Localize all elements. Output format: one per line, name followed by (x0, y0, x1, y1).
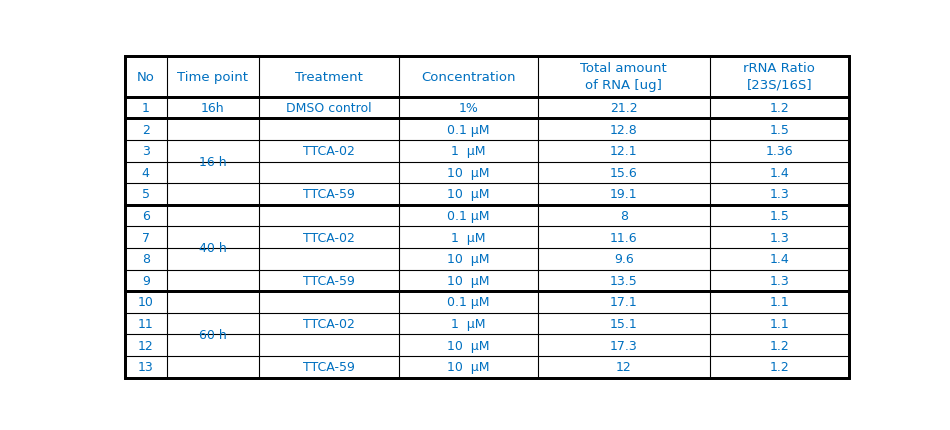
Text: 1.3: 1.3 (770, 231, 789, 244)
Text: 1.5: 1.5 (770, 209, 789, 223)
Text: 11.6: 11.6 (610, 231, 637, 244)
Text: 19.1: 19.1 (610, 188, 637, 201)
Text: 13.5: 13.5 (610, 274, 637, 287)
Text: Concentration: Concentration (421, 71, 516, 83)
Text: 1.3: 1.3 (770, 274, 789, 287)
Text: 12: 12 (138, 339, 154, 352)
Text: 21.2: 21.2 (610, 102, 637, 115)
Text: 12.1: 12.1 (610, 145, 637, 158)
Text: 0.1 μM: 0.1 μM (447, 123, 489, 136)
Text: 17.3: 17.3 (610, 339, 637, 352)
Text: 1.2: 1.2 (770, 102, 789, 115)
Text: 12.8: 12.8 (610, 123, 637, 136)
Text: 1  μM: 1 μM (451, 317, 485, 330)
Text: 16h: 16h (201, 102, 225, 115)
Text: TTCA-02: TTCA-02 (303, 145, 354, 158)
Text: 1.3: 1.3 (770, 188, 789, 201)
Text: 1.1: 1.1 (770, 317, 789, 330)
Text: 15.1: 15.1 (610, 317, 637, 330)
Text: 10  μM: 10 μM (447, 166, 489, 179)
Text: 15.6: 15.6 (610, 166, 637, 179)
Text: 1  μM: 1 μM (451, 231, 485, 244)
Text: TTCA-59: TTCA-59 (303, 188, 354, 201)
Text: 9: 9 (142, 274, 150, 287)
Text: 1: 1 (142, 102, 150, 115)
Text: 2: 2 (142, 123, 150, 136)
Text: 13: 13 (138, 360, 154, 373)
Text: 3: 3 (142, 145, 150, 158)
Text: TTCA-02: TTCA-02 (303, 317, 354, 330)
Text: Time point: Time point (178, 71, 249, 83)
Text: TTCA-02: TTCA-02 (303, 231, 354, 244)
Text: 1.1: 1.1 (770, 296, 789, 309)
Text: 1  μM: 1 μM (451, 145, 485, 158)
Text: 7: 7 (142, 231, 150, 244)
Text: 60 h: 60 h (200, 328, 227, 341)
Text: 12: 12 (616, 360, 632, 373)
Text: 11: 11 (138, 317, 154, 330)
Text: 0.1 μM: 0.1 μM (447, 296, 489, 309)
Text: 10  μM: 10 μM (447, 360, 489, 373)
Text: DMSO control: DMSO control (286, 102, 371, 115)
Text: TTCA-59: TTCA-59 (303, 360, 354, 373)
Text: 0.1 μM: 0.1 μM (447, 209, 489, 223)
Text: 1.2: 1.2 (770, 339, 789, 352)
Text: 1.4: 1.4 (770, 253, 789, 266)
Text: 16 h: 16 h (200, 156, 227, 169)
Text: 10  μM: 10 μM (447, 188, 489, 201)
Text: 8: 8 (142, 253, 150, 266)
Text: 1.2: 1.2 (770, 360, 789, 373)
Text: 10  μM: 10 μM (447, 339, 489, 352)
Text: rRNA Ratio
[23S/16S]: rRNA Ratio [23S/16S] (744, 62, 815, 92)
Text: No: No (137, 71, 155, 83)
Text: 10  μM: 10 μM (447, 274, 489, 287)
Text: 9.6: 9.6 (614, 253, 634, 266)
Text: 4: 4 (142, 166, 150, 179)
Text: 40 h: 40 h (200, 242, 227, 255)
Text: 1.36: 1.36 (766, 145, 793, 158)
Text: 6: 6 (142, 209, 150, 223)
Text: 1.5: 1.5 (770, 123, 789, 136)
Text: Treatment: Treatment (294, 71, 363, 83)
Text: 17.1: 17.1 (610, 296, 637, 309)
Text: 1.4: 1.4 (770, 166, 789, 179)
Text: TTCA-59: TTCA-59 (303, 274, 354, 287)
Text: 10  μM: 10 μM (447, 253, 489, 266)
Text: 1%: 1% (458, 102, 478, 115)
Text: 10: 10 (138, 296, 154, 309)
Text: Total amount
of RNA [ug]: Total amount of RNA [ug] (580, 62, 667, 92)
Text: 8: 8 (619, 209, 628, 223)
Text: 5: 5 (142, 188, 150, 201)
